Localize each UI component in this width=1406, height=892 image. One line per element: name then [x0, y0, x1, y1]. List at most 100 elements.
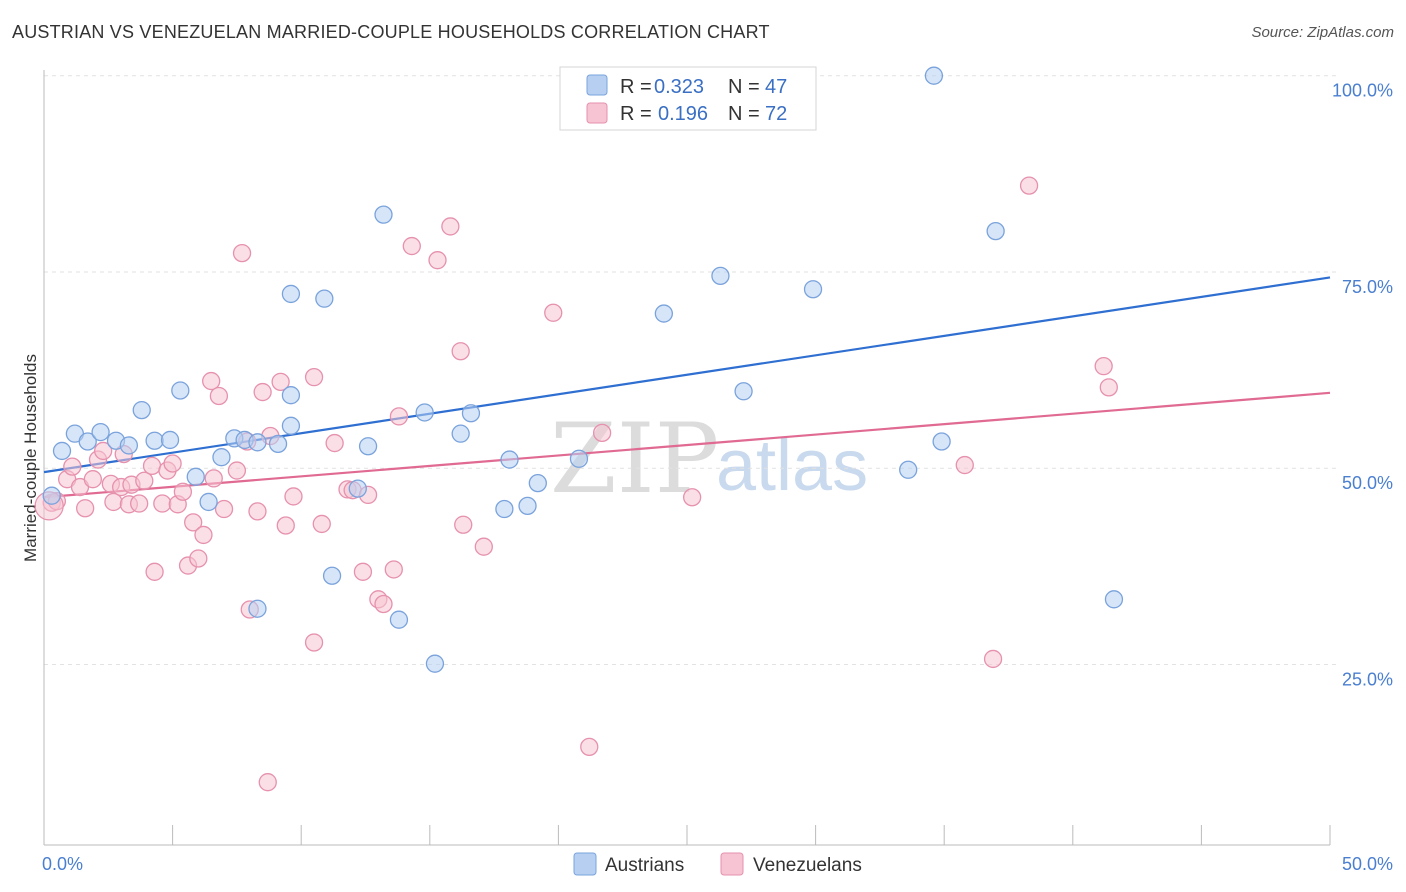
data-point-austrians [145, 431, 164, 450]
data-point-austrians [734, 382, 753, 401]
data-point-austrians [315, 289, 334, 308]
data-point-austrians [78, 432, 97, 451]
bottom-legend-austrians: Austrians [605, 855, 684, 876]
watermark-atlas: atlas [716, 426, 868, 506]
x-axis-ticks [43, 825, 1331, 845]
data-point-venezuelans [76, 499, 95, 518]
data-point-venezuelans [204, 469, 223, 488]
data-point-austrians [248, 433, 267, 452]
data-point-austrians [248, 599, 267, 618]
legend-austrians-n-label: N = [728, 76, 760, 98]
source-credit: Source: ZipAtlas.com [1251, 24, 1394, 41]
chart-title: AUSTRIAN VS VENEZUELAN MARRIED-COUPLE HO… [12, 22, 770, 42]
data-point-venezuelans [1019, 176, 1039, 195]
data-point-austrians [132, 400, 151, 420]
stats-legend: R = 0.323 N = 47 R = 0.196 N = 72 [559, 66, 817, 131]
legend-venezuelans-r-label: R = [620, 103, 652, 125]
data-point-venezuelans [202, 371, 221, 391]
data-point-venezuelans [83, 470, 103, 489]
data-point-austrians [654, 304, 674, 323]
data-point-austrians [91, 422, 110, 442]
data-point-austrians [358, 437, 378, 456]
data-point-venezuelans [325, 433, 344, 453]
legend-austrians-r-value: 0.323 [654, 76, 704, 98]
data-point-austrians [42, 486, 61, 505]
data-point-austrians [171, 381, 190, 400]
data-point-venezuelans [474, 537, 493, 556]
data-point-austrians [986, 221, 1005, 241]
data-point-venezuelans [983, 649, 1003, 669]
data-point-venezuelans [248, 502, 267, 521]
data-point-venezuelans [258, 773, 277, 792]
data-point-austrians [281, 284, 301, 304]
legend-swatch-austrians [586, 74, 608, 96]
series-venezuelans [34, 176, 1118, 792]
data-point-venezuelans [451, 342, 470, 361]
bottom-legend-swatch-venezuelans [720, 852, 744, 876]
legend-austrians-r-label: R = [620, 76, 652, 98]
data-point-venezuelans [189, 549, 208, 568]
bottom-legend-swatch-austrians [573, 852, 597, 876]
data-point-venezuelans [173, 482, 193, 501]
series-austrians [42, 66, 1124, 673]
data-point-venezuelans [580, 737, 599, 757]
x-tick-label: 50.0% [1342, 854, 1393, 874]
y-tick-label: 50.0% [1342, 473, 1393, 493]
data-point-venezuelans [441, 217, 460, 236]
data-point-venezuelans [544, 303, 563, 322]
data-point-austrians [924, 66, 944, 85]
data-point-austrians [119, 436, 139, 455]
data-point-austrians [348, 479, 367, 498]
data-point-austrians [932, 432, 951, 451]
data-point-venezuelans [389, 407, 409, 426]
data-point-austrians [160, 430, 180, 450]
data-point-venezuelans [194, 525, 213, 545]
trend-line-venezuelans [43, 391, 1331, 499]
data-point-venezuelans [682, 488, 702, 507]
y-axis-tick-labels: 100.0% 75.0% 50.0% 25.0% [1332, 81, 1393, 690]
data-point-austrians [569, 449, 589, 468]
data-point-venezuelans [135, 471, 154, 490]
data-point-venezuelans [312, 514, 331, 534]
data-point-venezuelans [163, 454, 182, 473]
data-point-venezuelans [184, 513, 203, 532]
data-point-austrians [186, 467, 205, 486]
y-axis-label: Married-couple Households [21, 354, 40, 562]
data-point-venezuelans [402, 236, 421, 256]
y-tick-label: 25.0% [1342, 669, 1393, 689]
data-point-venezuelans [304, 633, 324, 652]
x-axis-tick-labels: 0.0% 50.0% [42, 854, 1393, 874]
data-point-austrians [461, 404, 481, 423]
bottom-legend-venezuelans: Venezuelans [753, 855, 862, 876]
data-point-venezuelans [271, 372, 290, 392]
data-point-venezuelans [94, 441, 113, 461]
legend-venezuelans-r-value: 0.196 [658, 103, 708, 125]
legend-austrians-n-value: 47 [765, 76, 787, 98]
data-point-venezuelans [145, 562, 164, 581]
data-point-venezuelans [955, 455, 974, 475]
data-point-venezuelans [142, 456, 162, 475]
data-point-austrians [518, 496, 537, 516]
data-point-venezuelans [284, 487, 303, 506]
legend-venezuelans-n-value: 72 [765, 103, 787, 125]
data-point-venezuelans [1094, 356, 1113, 376]
data-point-venezuelans [304, 367, 324, 387]
data-point-austrians [268, 434, 288, 454]
series-legend: Austrians Venezuelans [573, 852, 862, 876]
data-point-venezuelans [374, 594, 393, 614]
data-point-austrians [212, 448, 231, 467]
data-point-venezuelans [153, 494, 172, 513]
data-point-austrians [500, 450, 519, 469]
y-tick-label: 100.0% [1332, 81, 1393, 101]
data-point-austrians [425, 654, 445, 673]
data-point-venezuelans [232, 243, 252, 263]
data-point-austrians [528, 473, 547, 493]
data-point-austrians [199, 492, 218, 512]
data-point-venezuelans [63, 457, 82, 476]
data-point-venezuelans [353, 562, 373, 581]
data-point-austrians [415, 403, 434, 422]
data-point-austrians [803, 280, 823, 299]
data-point-austrians [52, 441, 72, 461]
data-point-austrians [281, 416, 301, 435]
